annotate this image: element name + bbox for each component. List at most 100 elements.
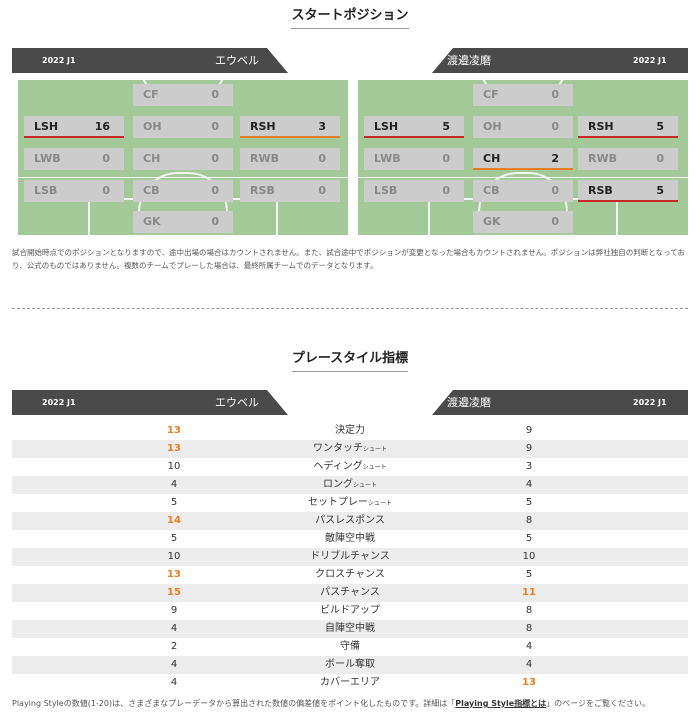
- style-row: 14 パスレスポンス 8: [12, 512, 688, 530]
- metric-name: ワンタッチシュート: [275, 440, 425, 459]
- left-value: 4: [170, 623, 178, 634]
- style-row: 4 自陣空中戦 8: [12, 620, 688, 638]
- left-value: 14: [167, 515, 181, 526]
- metric-name: カバーエリア: [275, 674, 425, 692]
- right-pitch: CF 0 LSH 5 OH 0 RSH 5 LWB 0 CH 2 RWB 0 LSB 0 CB 0…: [358, 80, 688, 235]
- left-cell-lwb: LWB 0: [24, 148, 124, 170]
- right-team-name[interactable]: 渡邉凌磨: [447, 396, 491, 409]
- metric-name: ビルドアップ: [275, 602, 425, 620]
- left-team-name[interactable]: エウベル: [215, 54, 259, 67]
- note-prefix: Playing Styleの数値(1-20)は、さまざまなプレーデータから算出さ…: [12, 699, 456, 708]
- right-cell-ch: CH 2: [473, 148, 573, 170]
- metric-name-main: ロング: [322, 479, 353, 490]
- left-cell-ch: CH 0: [133, 148, 233, 170]
- style-row: 4 ボール奪取 4: [12, 656, 688, 674]
- start-position-note: 試合開始時点でのポジションとなりますので、途中出場の場合はカウントされません。ま…: [12, 248, 685, 270]
- metric-name: ドリブルチャンス: [275, 548, 425, 566]
- metric-name: パスレスポンス: [275, 512, 425, 530]
- metric-name: 敵陣空中戦: [275, 530, 425, 548]
- style-row: 13 クロスチャンス 5: [12, 566, 688, 584]
- style-row: 10 ドリブルチャンス 10: [12, 548, 688, 566]
- metric-name: セットプレーシュート: [275, 494, 425, 513]
- right-value: 3: [525, 461, 533, 472]
- metric-name-main: ドリブルチャンス: [310, 551, 390, 562]
- metric-name: クロスチャンス: [275, 566, 425, 584]
- metric-name-main: ボール奪取: [325, 659, 375, 670]
- left-season-label: 2022 J1: [42, 398, 76, 407]
- right-season-label: 2022 J1: [633, 56, 667, 65]
- play-style-note: Playing Styleの数値(1-20)は、さまざまなプレーデータから算出さ…: [12, 697, 688, 710]
- metric-name-main: クロスチャンス: [315, 569, 385, 580]
- left-value: 5: [170, 497, 178, 508]
- right-value: 13: [522, 677, 536, 688]
- right-cell-rsb: RSB 5: [578, 180, 678, 202]
- right-value: 5: [525, 533, 533, 544]
- right-value: 5: [525, 497, 533, 508]
- left-pitch: CF 0 LSH 16 OH 0 RSH 3 LWB 0 CH 0 RWB 0 LSB 0 CB…: [18, 80, 348, 235]
- metric-name-sub: シュート: [362, 464, 387, 471]
- metric-name: 決定力: [275, 422, 425, 440]
- right-cell-rsh: RSH 5: [578, 116, 678, 138]
- right-cell-lsh: LSH 5: [364, 116, 464, 138]
- right-cell-cb: CB 0: [473, 180, 573, 202]
- style-row: 4 カバーエリア 13: [12, 674, 688, 692]
- style-row: 5 セットプレーシュート 5: [12, 494, 688, 512]
- left-cell-cf: CF 0: [133, 84, 233, 106]
- left-value: 13: [167, 425, 181, 436]
- right-value: 8: [525, 515, 533, 526]
- left-value: 5: [170, 533, 178, 544]
- left-team-name[interactable]: エウベル: [215, 396, 259, 409]
- style-row: 10 ヘディングシュート 3: [12, 458, 688, 476]
- section-divider: [12, 308, 688, 309]
- style-row: 15 パスチャンス 11: [12, 584, 688, 602]
- header-shapes: [12, 48, 688, 73]
- right-cell-lwb: LWB 0: [364, 148, 464, 170]
- metric-name-main: ビルドアップ: [320, 605, 380, 616]
- right-value: 4: [525, 479, 533, 490]
- left-value: 15: [167, 587, 181, 598]
- left-value: 10: [167, 551, 181, 562]
- note-suffix: 」のページをご覧ください。: [546, 699, 651, 708]
- right-value: 9: [525, 425, 533, 436]
- right-value: 8: [525, 623, 533, 634]
- style-row: 9 ビルドアップ 8: [12, 602, 688, 620]
- left-value: 4: [170, 479, 178, 490]
- style-row: 13 ワンタッチシュート 9: [12, 440, 688, 458]
- right-value: 11: [522, 587, 536, 598]
- right-season-label: 2022 J1: [633, 398, 667, 407]
- metric-name-sub: シュート: [362, 446, 387, 453]
- metric-name-main: 自陣空中戦: [325, 623, 375, 634]
- metric-name-sub: シュート: [367, 500, 392, 507]
- left-cell-gk: GK 0: [133, 211, 233, 233]
- right-team-name[interactable]: 渡邉凌磨: [447, 54, 491, 67]
- left-cell-lsb: LSB 0: [24, 180, 124, 202]
- left-cell-rsh: RSH 3: [240, 116, 340, 138]
- left-season-label: 2022 J1: [42, 56, 76, 65]
- left-value: 4: [170, 659, 178, 670]
- left-value: 13: [167, 569, 181, 580]
- right-value: 4: [525, 641, 533, 652]
- metric-name-main: パスチャンス: [320, 587, 380, 598]
- style-row: 2 守備 4: [12, 638, 688, 656]
- right-cell-gk: GK 0: [473, 211, 573, 233]
- metric-name: ボール奪取: [275, 656, 425, 674]
- right-value: 5: [525, 569, 533, 580]
- metric-name-main: セットプレー: [307, 497, 368, 508]
- right-cell-rwb: RWB 0: [578, 148, 678, 170]
- metric-name-main: 決定力: [335, 425, 365, 436]
- style-row: 13 決定力 9: [12, 422, 688, 440]
- style-row: 5 敵陣空中戦 5: [12, 530, 688, 548]
- metric-name-main: 敵陣空中戦: [325, 533, 375, 544]
- right-cell-oh: OH 0: [473, 116, 573, 138]
- play-style-link[interactable]: Playing Style指標とは: [455, 699, 547, 708]
- right-cell-cf: CF 0: [473, 84, 573, 106]
- play-style-title: プレースタイル指標: [0, 347, 700, 372]
- header-shapes: [12, 390, 688, 415]
- metric-name: ヘディングシュート: [275, 458, 425, 477]
- left-cell-rwb: RWB 0: [240, 148, 340, 170]
- left-value: 2: [170, 641, 178, 652]
- play-style-header: 2022 J1 エウベル 渡邉凌磨 2022 J1: [12, 390, 688, 415]
- metric-name-main: カバーエリア: [320, 677, 380, 688]
- left-cell-lsh: LSH 16: [24, 116, 124, 138]
- right-value: 9: [525, 443, 533, 454]
